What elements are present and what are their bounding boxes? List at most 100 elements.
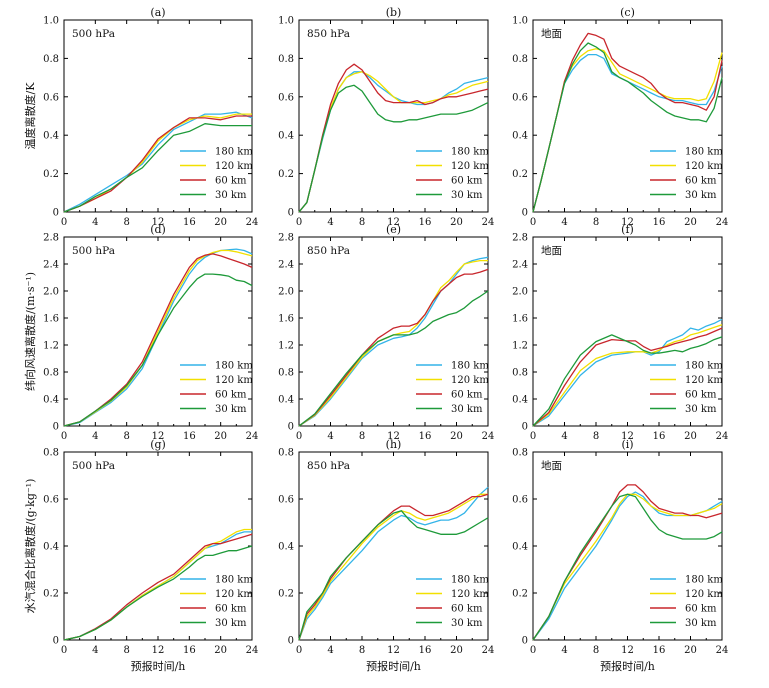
legend-label: 30 km [451,404,483,415]
panel-e: 0 4 8 12 16 20 24 0 0.4 0.8 1.2 1.6 2.0 2.4 2.8 (e) 850 … [278,223,494,442]
y-tick-label: 0.2 [43,169,59,180]
y-tick-label: 2.0 [278,287,294,298]
legend-label: 120 km [451,161,489,172]
series-line-60km [532,32,723,213]
y-tick-label: 0.6 [512,495,528,506]
series-line-30km [532,334,723,427]
x-tick-label: 0 [296,431,302,442]
legend-label: 30 km [215,618,247,629]
y-tick-label: 0.6 [278,92,294,103]
legend-label: 30 km [451,618,483,629]
x-tick-label: 16 [419,217,432,228]
y-tick-label: 0 [288,636,294,647]
panel-label: (a) [150,6,165,19]
legend-label: 120 km [685,161,723,172]
series-line-120km [298,493,488,641]
level-label: 850 hPa [307,245,350,257]
x-tick-label: 8 [123,431,129,442]
x-tick-label: 0 [61,217,67,228]
x-tick-label: 8 [359,217,365,228]
x-tick-label: 16 [653,645,666,656]
legend-label: 180 km [451,575,489,586]
y-tick-label: 0.4 [278,542,294,553]
legend-label: 60 km [451,604,483,615]
y-tick-label: 0.8 [43,448,59,459]
legend-label: 180 km [451,361,489,372]
x-tick-label: 12 [387,645,400,656]
y-tick-label: 0.4 [278,395,294,406]
x-tick-label: 24 [482,217,495,228]
x-tick-label: 24 [716,645,729,656]
legend-label: 120 km [451,375,489,386]
legend-label: 60 km [685,176,717,187]
y-tick-label: 0.2 [512,589,528,600]
legend-label: 30 km [215,190,247,201]
x-tick-label: 16 [183,431,196,442]
y-tick-label: 2.8 [278,233,294,244]
series-line-30km [63,273,253,427]
series-line-60km [298,63,489,213]
legend-label: 60 km [685,390,717,401]
y-tick-label: 1.6 [43,314,59,325]
x-tick-label: 4 [561,431,567,442]
legend-label: 60 km [451,390,483,401]
x-tick-label: 4 [561,217,567,228]
x-tick-label: 12 [152,217,165,228]
x-tick-label: 20 [214,645,227,656]
legend-label: 30 km [685,618,717,629]
panel-label: (c) [620,6,635,19]
x-tick-label: 16 [653,217,666,228]
series-line-30km [298,84,489,213]
legend-label: 120 km [215,375,253,386]
x-tick-label: 16 [419,645,432,656]
y-tick-label: 2.4 [278,260,294,271]
y-axis-label: 纬向风速离散度/(m·s⁻¹) [23,272,37,391]
x-tick-label: 0 [296,645,302,656]
panel-label: (i) [621,438,633,451]
series-line-60km [532,484,723,641]
x-tick-label: 8 [359,645,365,656]
legend-label: 60 km [451,176,483,187]
legend-label: 60 km [685,604,717,615]
legend-label: 30 km [451,190,483,201]
panel-b: 0 4 8 12 16 20 24 0 0.2 0.4 0.6 0.8 1.0 (b) 850 hPa 180… [278,6,494,228]
panel-c: 0 4 8 12 16 20 24 0 0.2 0.4 0.6 0.8 1.0 (c) 地面 180 km 12… [512,6,728,228]
y-tick-label: 1.6 [512,314,528,325]
legend-label: 180 km [215,361,253,372]
x-tick-label: 12 [152,645,165,656]
panel-label: (h) [386,438,402,451]
y-tick-label: 0.4 [512,395,528,406]
x-tick-label: 8 [123,645,129,656]
legend-label: 120 km [685,589,723,600]
level-label: 500 hPa [72,245,115,257]
x-tick-label: 20 [450,645,463,656]
series-line-180km [63,111,253,213]
series-line-180km [532,318,723,427]
y-tick-label: 0.4 [43,395,59,406]
panel-d: 0 4 8 12 16 20 24 0 0.4 0.8 1.2 1.6 2.0 2.4 2.8 (d) 500 … [23,223,258,442]
series-line-60km [298,268,489,427]
series-line-120km [298,71,489,213]
x-tick-label: 24 [246,217,259,228]
level-label: 地面 [541,244,562,257]
y-tick-label: 0.2 [278,169,294,180]
y-tick-label: 1.2 [278,341,294,352]
legend-label: 180 km [451,147,489,158]
panel-f: 0 4 8 12 16 20 24 0 0.4 0.8 1.2 1.6 2.0 2.4 2.8 (f) 地面 18… [512,223,728,442]
panel-label: (d) [150,223,166,236]
x-axis-label: 预报时间/h [366,659,421,673]
series-line-120km [298,259,488,427]
legend-label: 180 km [685,147,723,158]
y-axis-label: 水汽混合比离散度/(g·kg⁻¹) [23,479,37,614]
x-tick-label: 12 [621,217,634,228]
x-tick-label: 0 [530,431,536,442]
x-tick-label: 8 [593,645,599,656]
y-tick-label: 1.0 [43,16,59,27]
x-axis-label: 预报时间/h [600,659,655,673]
y-tick-label: 0.6 [43,495,59,506]
x-tick-label: 24 [482,645,495,656]
y-tick-label: 0.8 [278,368,294,379]
legend-label: 60 km [215,604,247,615]
y-tick-label: 0.2 [278,589,294,600]
